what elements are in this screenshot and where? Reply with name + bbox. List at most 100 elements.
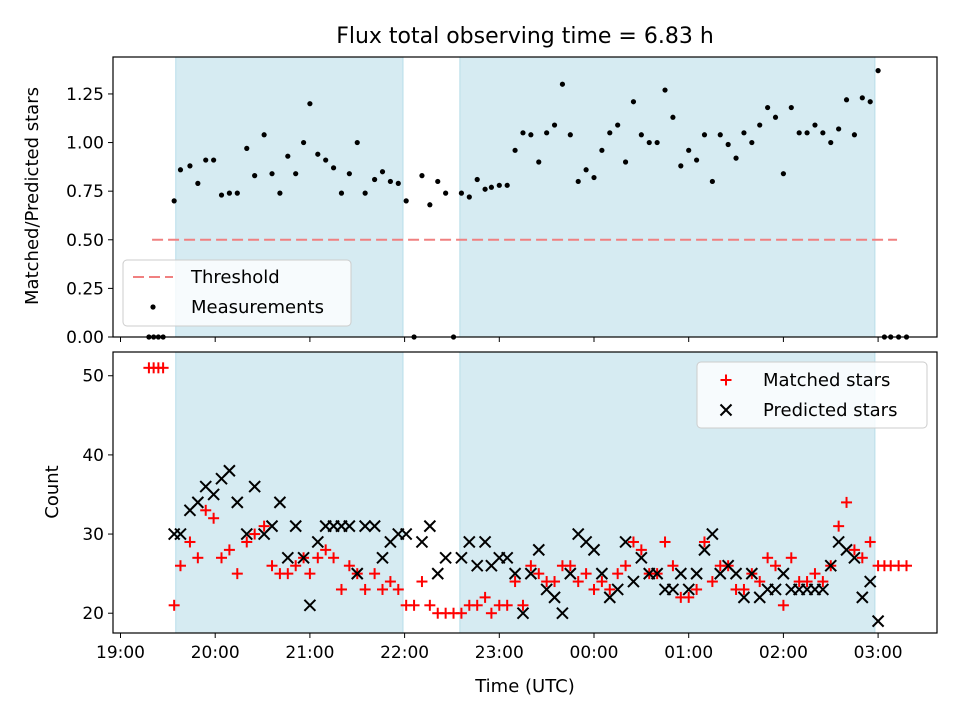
- predicted-stars-point: [682, 583, 695, 596]
- predicted-stars-point: [516, 607, 530, 620]
- matched-stars-point: [572, 576, 584, 588]
- predicted-stars-point: [231, 496, 244, 509]
- measurement-point: [567, 132, 573, 138]
- measurement-point: [300, 139, 307, 146]
- matched-stars-point: [290, 560, 302, 572]
- measurement-point: [171, 198, 177, 204]
- measurement-point: [315, 151, 321, 157]
- measurement-point: [528, 132, 534, 138]
- matched-stars-point: [304, 568, 316, 580]
- measurement-point: [458, 190, 465, 196]
- matched-stars-point: [320, 544, 332, 556]
- matched-stars-point: [549, 576, 561, 588]
- y-tick-label: 0.75: [66, 182, 104, 202]
- y-tick-label: 1.00: [66, 134, 104, 154]
- predicted-stars-point: [856, 591, 869, 604]
- measurement-point: [646, 139, 652, 146]
- measurement-point: [583, 167, 589, 173]
- predicted-stars-point: [769, 583, 782, 596]
- legend-predicted-label: Predicted stars: [763, 400, 897, 421]
- measurement-point: [323, 157, 329, 163]
- matched-stars-point: [667, 560, 679, 572]
- matched-stars-point: [580, 568, 592, 580]
- matched-stars-point: [184, 536, 196, 548]
- predicted-stars-point: [207, 488, 220, 501]
- measurement-point: [307, 101, 313, 107]
- matched-stars-point: [785, 552, 797, 564]
- measurement-point: [749, 139, 755, 146]
- predicted-stars-point: [431, 567, 444, 580]
- x-tick-label: 20:00: [191, 643, 240, 663]
- matched-stars-point: [424, 599, 436, 611]
- matched-stars-point: [249, 528, 261, 540]
- predicted-stars-point: [650, 567, 664, 580]
- matched-stars-point: [208, 512, 220, 524]
- legend-matched-label: Matched stars: [763, 370, 890, 391]
- measurement-point: [559, 81, 566, 87]
- predicted-stars-point: [524, 567, 538, 580]
- measurement-point: [234, 190, 240, 196]
- measurement-point: [544, 130, 550, 136]
- predicted-stars-point: [737, 591, 751, 604]
- measurement-point: [379, 169, 386, 175]
- measurement-point: [338, 190, 345, 196]
- predicted-stars-point: [548, 591, 561, 604]
- matched-stars-point: [377, 583, 389, 595]
- matched-stars-point: [479, 591, 491, 603]
- measurement-point: [211, 157, 217, 163]
- measurement-point: [387, 178, 393, 185]
- measurement-point: [244, 145, 250, 151]
- predicted-stars-point: [698, 543, 711, 557]
- matched-stars-point: [833, 520, 845, 532]
- predicted-stars-point: [358, 519, 372, 533]
- measurement-point: [733, 155, 739, 161]
- measurement-point: [466, 194, 472, 200]
- matched-stars-point: [604, 583, 616, 595]
- y-tick-label: 0.25: [66, 279, 104, 299]
- measurement-point: [765, 104, 771, 111]
- predicted-stars-point: [611, 583, 624, 596]
- measurement-point: [362, 190, 368, 196]
- observing-window-span: [175, 351, 404, 634]
- x-tick-label: 02:00: [759, 643, 808, 663]
- measurement-point: [701, 132, 708, 138]
- predicted-stars-point: [666, 583, 680, 596]
- y-tick-label: 20: [82, 604, 104, 624]
- chart-title: Flux total observing time = 6.83 h: [336, 24, 714, 49]
- measurement-point: [859, 95, 865, 101]
- matched-stars-point: [471, 599, 483, 611]
- matched-stars-point: [533, 568, 545, 580]
- predicted-stars-point: [745, 567, 759, 580]
- matched-stars-point: [359, 583, 371, 595]
- predicted-stars-point: [265, 519, 279, 533]
- measurement-point: [867, 99, 873, 105]
- measurement-point: [757, 122, 763, 128]
- matched-stars-point: [328, 552, 340, 564]
- matched-stars-point: [200, 504, 212, 516]
- measurement-point: [780, 171, 787, 177]
- predicted-stars-point: [706, 527, 719, 541]
- legend-matched-swatch: [720, 374, 732, 386]
- measurement-point: [512, 147, 518, 153]
- predicted-stars-point: [864, 575, 877, 588]
- measurement-point: [630, 99, 637, 105]
- matched-stars-point: [369, 568, 381, 580]
- predicted-stars-point: [223, 464, 236, 477]
- predicted-stars-point: [871, 614, 885, 628]
- y-tick-label: 30: [82, 525, 104, 545]
- measurement-point: [828, 139, 834, 146]
- predicted-stars-point: [368, 519, 381, 533]
- measurement-point: [443, 190, 449, 196]
- matched-stars-point: [455, 607, 467, 619]
- matched-stars-point: [416, 576, 428, 588]
- matched-stars-point: [408, 599, 420, 611]
- measurement-point: [575, 178, 581, 185]
- x-tick-label: 22:00: [380, 643, 429, 663]
- measurement-point: [520, 130, 526, 136]
- measurement-point: [427, 202, 433, 208]
- measurement-point: [820, 130, 826, 136]
- measurement-point: [482, 186, 488, 192]
- legend-predicted-swatch: [719, 403, 733, 417]
- y-tick-label: 40: [82, 446, 104, 466]
